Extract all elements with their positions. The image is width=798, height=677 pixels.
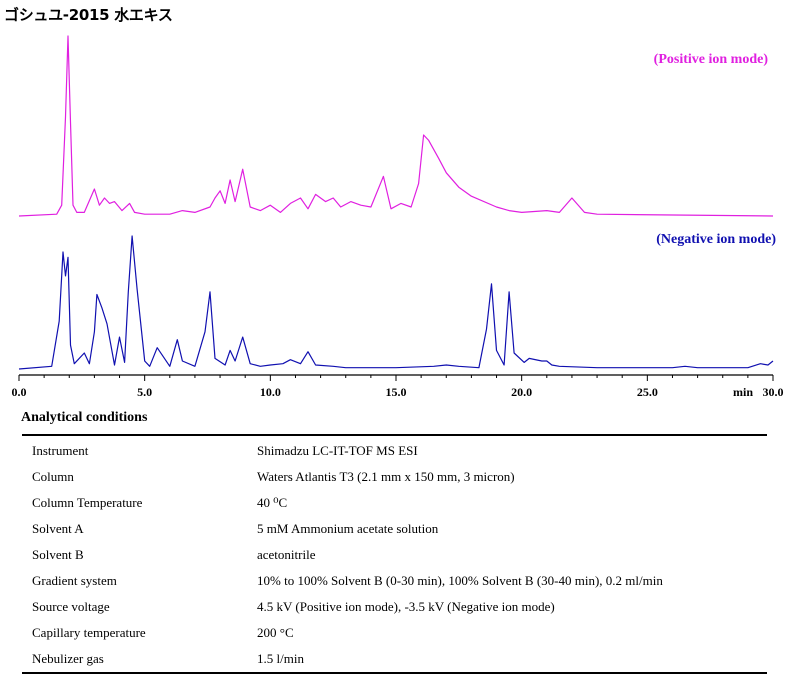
condition-value: Shimadzu LC-IT-TOF MS ESI — [257, 443, 418, 458]
x-tick-label: 20.0 — [511, 385, 532, 399]
condition-value: 1.5 l/min — [257, 651, 304, 666]
page-title: ゴシュユ-2015 水エキス — [4, 6, 173, 24]
condition-label: Source voltage — [32, 599, 110, 614]
x-tick-label: 15.0 — [386, 385, 407, 399]
series-line-negative — [18, 235, 774, 370]
condition-value: 10% to 100% Solvent B (0-30 min), 100% S… — [257, 573, 663, 588]
table-row: Solvent B acetonitrile — [22, 542, 767, 568]
x-tick-label: 5.0 — [137, 385, 152, 399]
condition-value: 200 °C — [257, 625, 294, 640]
condition-label: Column — [32, 469, 74, 484]
x-tick-label: 30.0 — [763, 385, 784, 399]
condition-value: Waters Atlantis T3 (2.1 mm x 150 mm, 3 m… — [257, 469, 515, 484]
table-row: Nebulizer gas 1.5 l/min — [22, 646, 767, 673]
condition-value: 5 mM Ammonium acetate solution — [257, 521, 439, 536]
condition-label: Gradient system — [32, 573, 117, 588]
series-label-positive: (Positive ion mode) — [654, 52, 769, 67]
table-row: Gradient system 10% to 100% Solvent B (0-… — [22, 568, 767, 594]
table-row: Instrument Shimadzu LC-IT-TOF MS ESI — [22, 435, 767, 464]
condition-label: Instrument — [32, 443, 89, 458]
condition-label: Capillary temperature — [32, 625, 146, 640]
table-row: Solvent A 5 mM Ammonium acetate solution — [22, 516, 767, 542]
condition-label: Nebulizer gas — [32, 651, 104, 666]
series-line-positive — [18, 35, 774, 217]
x-tick-label: 25.0 — [637, 385, 658, 399]
condition-value: 4.5 kV (Positive ion mode), -3.5 kV (Neg… — [257, 599, 555, 614]
conditions-table: Instrument Shimadzu LC-IT-TOF MS ESI Colum… — [22, 434, 767, 674]
condition-label: Solvent B — [32, 547, 84, 562]
table-row: Column Temperature 40 ⁰C — [22, 490, 767, 516]
condition-value: acetonitrile — [257, 547, 316, 562]
series-label-negative: (Negative ion mode) — [656, 232, 776, 247]
conditions-heading: Analytical conditions — [21, 410, 148, 425]
chromatogram-chart: (Positive ion mode) (Negative ion mode) 0.… — [12, 35, 784, 399]
x-tick-label: 10.0 — [260, 385, 281, 399]
table-row: Source voltage 4.5 kV (Positive ion mode)… — [22, 594, 767, 620]
condition-label: Solvent A — [32, 521, 84, 536]
x-axis-label: min — [733, 385, 753, 399]
table-row: Column Waters Atlantis T3 (2.1 mm x 150 m… — [22, 464, 767, 490]
table-row: Capillary temperature 200 °C — [22, 620, 767, 646]
condition-label: Column Temperature — [32, 495, 143, 510]
x-tick-label: 0.0 — [12, 385, 27, 399]
condition-value: 40 ⁰C — [257, 495, 288, 510]
